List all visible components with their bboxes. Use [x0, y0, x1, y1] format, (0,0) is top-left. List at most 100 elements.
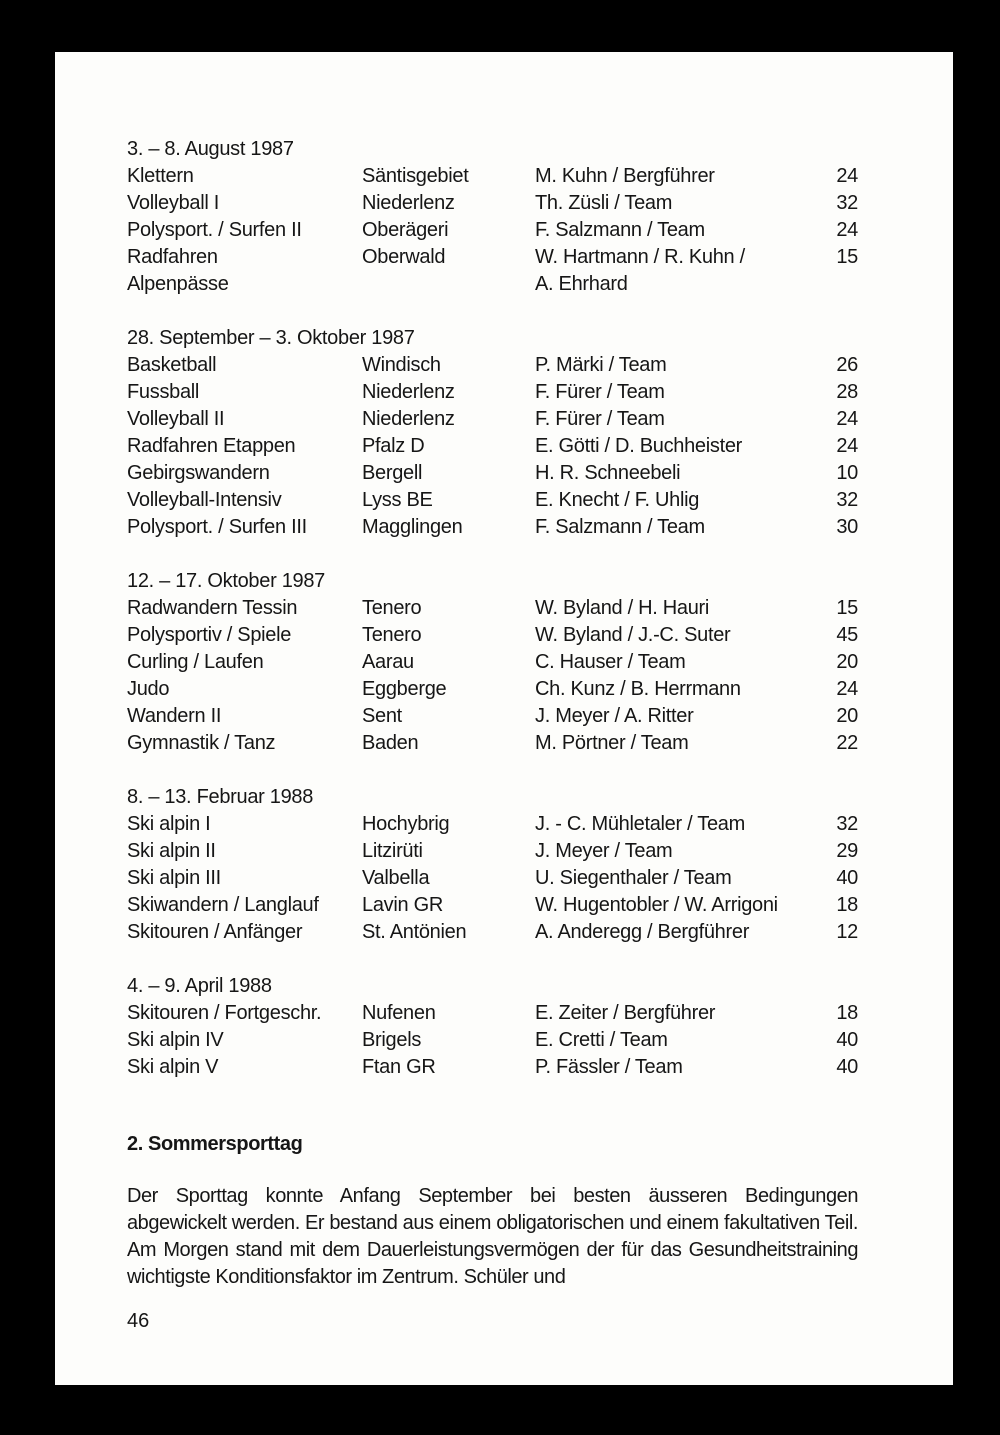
- course-name: Skiwandern / Langlauf: [127, 894, 319, 916]
- location: St. Antönien: [362, 921, 467, 943]
- leaders: W. Byland / H. Hauri: [535, 597, 710, 619]
- location: Säntisgebiet: [362, 165, 469, 187]
- table-row: Volleyball I Niederlenz Th. Züsli / Team 32: [127, 190, 858, 217]
- leaders: W. Hartmann / R. Kuhn /: [535, 246, 745, 268]
- course-schedule: 3. – 8. August 1987 Klettern Säntisgebiet M…: [127, 136, 858, 1081]
- table-row: Skiwandern / Langlauf Lavin GR W. Hugentob…: [127, 892, 858, 919]
- table-row: Skitouren / Anfänger St. Antönien A. Ander…: [127, 919, 858, 946]
- participant-count: 24: [836, 408, 858, 430]
- body-paragraph: Der Sporttag konnte Anfang September bei…: [127, 1185, 858, 1288]
- participant-count: 29: [836, 840, 858, 862]
- page-number: 46: [127, 1310, 150, 1332]
- location: Niederlenz: [362, 381, 455, 403]
- leaders: Th. Züsli / Team: [535, 192, 673, 214]
- course-name: Volleyball-Intensiv: [127, 489, 282, 511]
- course-name: Radfahren: [127, 246, 218, 268]
- location: Tenero: [362, 624, 422, 646]
- course-name: Ski alpin V: [127, 1056, 219, 1078]
- participant-count: 12: [836, 921, 858, 943]
- course-name: Judo: [127, 678, 170, 700]
- location: Bergell: [362, 462, 423, 484]
- location: Niederlenz: [362, 408, 455, 430]
- participant-count: 28: [836, 381, 858, 403]
- course-name: Radwandern Tessin: [127, 597, 298, 619]
- leaders: F. Fürer / Team: [535, 381, 665, 403]
- course-name: Skitouren / Fortgeschr.: [127, 1002, 322, 1024]
- table-row: Volleyball II Niederlenz F. Fürer / Team 24: [127, 406, 858, 433]
- leaders: F. Salzmann / Team: [535, 516, 705, 538]
- location: Niederlenz: [362, 192, 455, 214]
- leaders: W. Byland / J.-C. Suter: [535, 624, 731, 646]
- leaders: H. R. Schneebeli: [535, 462, 681, 484]
- location: Ftan GR: [362, 1056, 436, 1078]
- leaders: A. Anderegg / Bergführer: [535, 921, 750, 943]
- section-date: 4. – 9. April 1988: [127, 975, 272, 997]
- section-gap: [127, 541, 858, 568]
- participant-count: 40: [836, 1029, 858, 1051]
- course-name: Polysport. / Surfen III: [127, 516, 307, 538]
- course-name: Wandern II: [127, 705, 222, 727]
- location: Sent: [362, 705, 402, 727]
- table-row: Wandern II Sent J. Meyer / A. Ritter 20: [127, 703, 858, 730]
- participant-count: 24: [836, 219, 858, 241]
- participant-count: 45: [836, 624, 858, 646]
- leaders: E. Cretti / Team: [535, 1029, 668, 1051]
- course-name: Ski alpin IV: [127, 1029, 224, 1051]
- table-row: Ski alpin II Litzirüti J. Meyer / Team 29: [127, 838, 858, 865]
- section-date: 3. – 8. August 1987: [127, 138, 294, 160]
- location: Tenero: [362, 597, 422, 619]
- table-row: Klettern Säntisgebiet M. Kuhn / Bergführer…: [127, 163, 858, 190]
- table-row: Ski alpin III Valbella U. Siegenthaler / T…: [127, 865, 858, 892]
- location: Eggberge: [362, 678, 447, 700]
- table-row: Volleyball-Intensiv Lyss BE E. Knecht / F.…: [127, 487, 858, 514]
- course-name: Basketball: [127, 354, 217, 376]
- leaders: P. Märki / Team: [535, 354, 667, 376]
- course-name: Gebirgswandern: [127, 462, 270, 484]
- table-row: Judo Eggberge Ch. Kunz / B. Herrmann 24: [127, 676, 858, 703]
- table-row: Ski alpin I Hochybrig J. - C. Mühletaler /…: [127, 811, 858, 838]
- table-row: Ski alpin V Ftan GR P. Fässler / Team 40: [127, 1054, 858, 1081]
- leaders: E. Zeiter / Bergführer: [535, 1002, 716, 1024]
- participant-count: 32: [836, 192, 858, 214]
- location: Magglingen: [362, 516, 463, 538]
- table-row: Polysport. / Surfen III Magglingen F. Salz…: [127, 514, 858, 541]
- location: Litzirüti: [362, 840, 423, 862]
- section-gap: [127, 757, 858, 784]
- table-row: Gymnastik / Tanz Baden M. Pörtner / Team 22: [127, 730, 858, 757]
- location: Hochybrig: [362, 813, 450, 835]
- leaders: M. Pörtner / Team: [535, 732, 689, 754]
- leaders: E. Götti / D. Buchheister: [535, 435, 743, 457]
- participant-count: 32: [836, 489, 858, 511]
- leaders: J. - C. Mühletaler / Team: [535, 813, 745, 835]
- course-name: Curling / Laufen: [127, 651, 264, 673]
- table-row: Skitouren / Fortgeschr. Nufenen E. Zeiter …: [127, 1000, 858, 1027]
- participant-count: 40: [836, 867, 858, 889]
- course-name: Volleyball II: [127, 408, 225, 430]
- participant-count: 24: [836, 435, 858, 457]
- section-gap: [127, 298, 858, 325]
- leaders: W. Hugentobler / W. Arrigoni: [535, 894, 778, 916]
- course-name: Klettern: [127, 165, 194, 187]
- course-name: Ski alpin I: [127, 813, 211, 835]
- location: Brigels: [362, 1029, 422, 1051]
- location: Lavin GR: [362, 894, 443, 916]
- leaders: J. Meyer / A. Ritter: [535, 705, 694, 727]
- table-row: Ski alpin IV Brigels E. Cretti / Team 40: [127, 1027, 858, 1054]
- table-row: Radwandern Tessin Tenero W. Byland / H. Ha…: [127, 595, 858, 622]
- course-name: Ski alpin III: [127, 867, 221, 889]
- leaders: F. Salzmann / Team: [535, 219, 705, 241]
- location: Aarau: [362, 651, 414, 673]
- location: Valbella: [362, 867, 430, 889]
- course-name: Alpenpässe: [127, 273, 229, 295]
- document-page: 3. – 8. August 1987 Klettern Säntisgebiet M…: [55, 52, 953, 1385]
- leaders: J. Meyer / Team: [535, 840, 673, 862]
- leaders: E. Knecht / F. Uhlig: [535, 489, 700, 511]
- course-name: Polysportiv / Spiele: [127, 624, 292, 646]
- course-name: Fussball: [127, 381, 200, 403]
- participant-count: 20: [836, 705, 858, 727]
- location: Windisch: [362, 354, 441, 376]
- table-row: Fussball Niederlenz F. Fürer / Team 28: [127, 379, 858, 406]
- table-row: Polysportiv / Spiele Tenero W. Byland / J.…: [127, 622, 858, 649]
- course-name: Polysport. / Surfen II: [127, 219, 302, 241]
- location: Nufenen: [362, 1002, 436, 1024]
